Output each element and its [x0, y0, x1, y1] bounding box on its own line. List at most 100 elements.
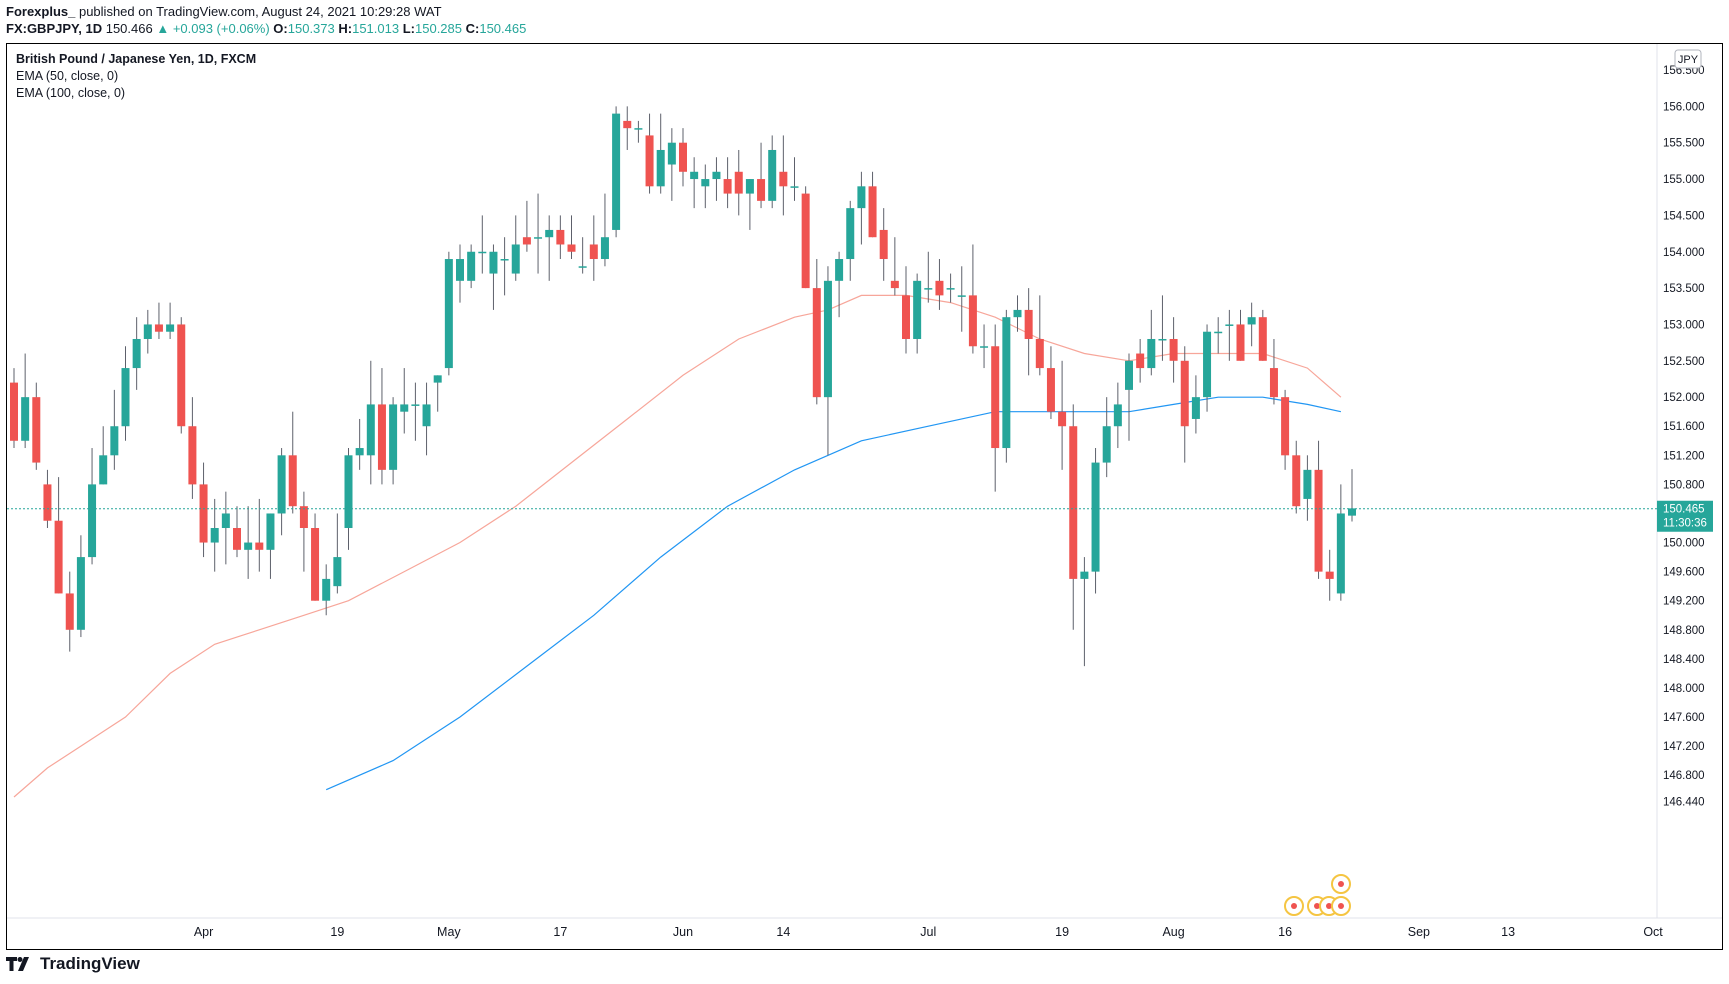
candle-body[interactable] [913, 280, 922, 339]
candle-body[interactable] [879, 229, 888, 260]
candle-body[interactable] [244, 542, 253, 550]
candle-body[interactable] [400, 404, 409, 412]
candle-body[interactable] [177, 324, 186, 427]
currency-badge[interactable] [1674, 49, 1702, 69]
candle-body[interactable] [712, 171, 721, 180]
candle-body[interactable] [902, 295, 910, 339]
candle-body[interactable] [54, 520, 63, 594]
candle-body[interactable] [790, 186, 799, 188]
chart-frame[interactable] [6, 43, 1723, 950]
candle-body[interactable] [132, 338, 141, 369]
candle-body[interactable] [924, 288, 933, 290]
candle-body[interactable] [188, 426, 197, 485]
candle-body[interactable] [389, 404, 398, 470]
candle-body[interactable] [88, 484, 97, 558]
candle-body[interactable] [801, 193, 810, 289]
candle-body[interactable] [779, 171, 788, 187]
tradingview-logo[interactable]: TradingView [6, 954, 140, 974]
candle-body[interactable] [233, 528, 241, 550]
candle-body[interactable] [656, 149, 665, 187]
candle-body[interactable] [1091, 462, 1100, 572]
candle-body[interactable] [210, 528, 219, 543]
candle-body[interactable] [835, 259, 844, 281]
candle-body[interactable] [701, 179, 710, 187]
candle-body[interactable] [1113, 404, 1122, 427]
candle-body[interactable] [121, 368, 130, 427]
candle-body[interactable] [311, 528, 320, 601]
candle-body[interactable] [734, 171, 743, 194]
candle-body[interactable] [422, 404, 431, 427]
candle-body[interactable] [968, 295, 977, 347]
candle-body[interactable] [65, 593, 74, 630]
candle-body[interactable] [1024, 309, 1033, 339]
candle-body[interactable] [76, 557, 85, 630]
candle-body[interactable] [221, 513, 230, 529]
candle-body[interactable] [745, 179, 754, 194]
candle-body[interactable] [556, 229, 565, 245]
candle-body[interactable] [456, 259, 464, 281]
candle-body[interactable] [99, 455, 108, 485]
candle-body[interactable] [812, 288, 821, 398]
candle-body[interactable] [1136, 353, 1145, 369]
candle-body[interactable] [1203, 331, 1212, 398]
candle-body[interactable] [1348, 508, 1356, 516]
candle-body[interactable] [578, 266, 587, 268]
candle-body[interactable] [255, 542, 264, 550]
candle-body[interactable] [288, 455, 297, 507]
candle-body[interactable] [991, 346, 1000, 449]
candle-body[interactable] [322, 578, 331, 601]
candle-body[interactable] [344, 455, 353, 529]
candle-body[interactable] [1292, 455, 1301, 507]
candle-body[interactable] [1058, 411, 1067, 427]
candle-body[interactable] [612, 113, 621, 230]
candle-body[interactable] [366, 404, 375, 456]
candle-body[interactable] [690, 171, 699, 180]
candle-body[interactable] [1214, 331, 1223, 334]
candle-body[interactable] [1314, 469, 1323, 572]
candle-body[interactable] [768, 149, 777, 201]
candle-body[interactable] [1180, 360, 1189, 427]
candle-body[interactable] [154, 324, 163, 332]
candle-body[interactable] [1281, 397, 1290, 456]
candle-body[interactable] [1236, 324, 1245, 361]
candle-body[interactable] [10, 382, 18, 441]
candle-body[interactable] [1258, 317, 1267, 361]
candle-body[interactable] [1147, 338, 1156, 369]
candle-body[interactable] [433, 375, 442, 383]
candle-body[interactable] [1191, 397, 1200, 419]
candle-body[interactable] [467, 251, 476, 281]
candle-body[interactable] [723, 179, 732, 194]
candle-body[interactable] [489, 251, 498, 274]
candle-body[interactable] [1325, 571, 1334, 579]
candle-body[interactable] [1336, 513, 1345, 594]
candle-body[interactable] [823, 280, 832, 398]
candle-body[interactable] [522, 237, 531, 245]
candle-body[interactable] [567, 244, 576, 252]
candle-body[interactable] [355, 448, 364, 456]
candle-body[interactable] [1169, 338, 1178, 361]
candle-body[interactable] [634, 128, 643, 130]
candle-body[interactable] [1158, 338, 1167, 341]
candle-body[interactable] [1035, 338, 1044, 369]
candle-body[interactable] [667, 142, 676, 165]
candle-body[interactable] [199, 484, 208, 543]
candle-body[interactable] [534, 237, 543, 239]
candle-body[interactable] [143, 324, 152, 339]
candle-body[interactable] [980, 346, 989, 348]
candle-body[interactable] [757, 179, 766, 201]
candle-body[interactable] [1013, 309, 1022, 318]
candle-body[interactable] [1069, 426, 1078, 579]
candle-body[interactable] [679, 142, 687, 172]
candle-body[interactable] [500, 259, 509, 261]
candle-body[interactable] [645, 135, 654, 187]
candle-body[interactable] [1102, 426, 1111, 463]
candle-body[interactable] [32, 397, 41, 463]
candle-body[interactable] [333, 557, 342, 587]
legend-ema50[interactable]: EMA (50, close, 0) [16, 69, 119, 83]
candle-body[interactable] [266, 513, 275, 550]
candle-body[interactable] [1269, 368, 1278, 398]
candle-body[interactable] [545, 229, 554, 238]
candle-body[interactable] [935, 280, 944, 296]
candle-body[interactable] [1046, 368, 1055, 412]
